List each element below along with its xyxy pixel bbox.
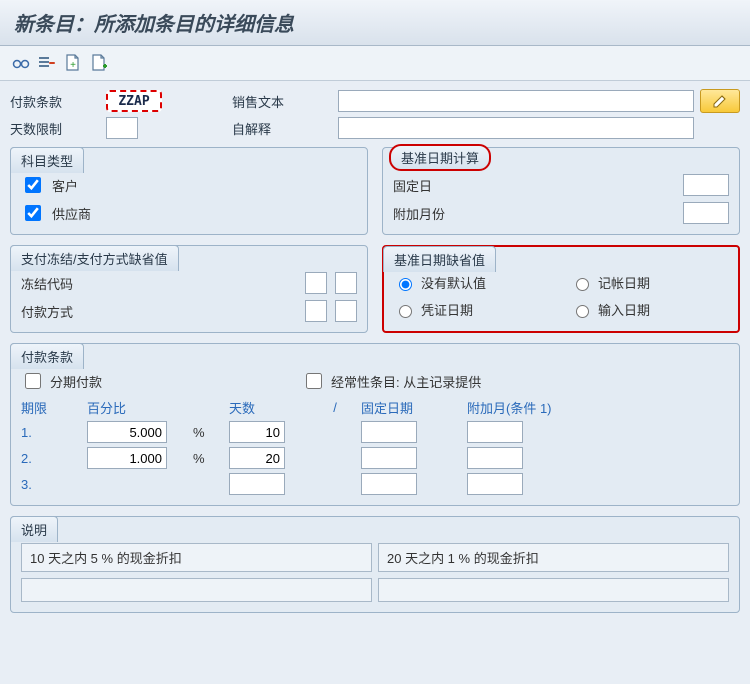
term-idx: 2. (21, 451, 81, 466)
installment-checkbox[interactable] (25, 373, 41, 389)
fixed-day-input[interactable] (683, 174, 729, 196)
days-input[interactable] (229, 473, 285, 495)
block-code-input2[interactable] (335, 272, 357, 294)
radio-doc-date-label: 凭证日期 (421, 300, 473, 319)
customer-checkbox[interactable] (25, 177, 41, 193)
days-limit-input[interactable] (106, 117, 138, 139)
payment-terms-title: 付款条款 (10, 343, 84, 369)
sales-text-label: 销售文本 (232, 92, 332, 111)
slash-label: / (315, 400, 355, 415)
term-row: 3. (21, 473, 729, 495)
radio-no-default[interactable]: 没有默认值 (394, 273, 551, 292)
baseline-calc-title: 基准日期计算 (389, 144, 491, 171)
recurring-label: 经常性条目: 从主记录提供 (331, 372, 481, 391)
page-title: 新条目：所添加条目的详细信息 (0, 0, 750, 46)
col-fixed-date: 固定日期 (361, 398, 461, 417)
vendor-label: 供应商 (52, 204, 91, 223)
block-code-input[interactable] (305, 272, 327, 294)
days-input[interactable] (229, 447, 285, 469)
desc-title: 说明 (10, 516, 58, 542)
baseline-default-title: 基准日期缺省值 (383, 246, 496, 272)
percent-input[interactable] (87, 447, 167, 469)
main-area: 付款条款 销售文本 天数限制 自解释 科目类型 客户 供应商 基准日期计算 (0, 81, 750, 633)
term-idx: 1. (21, 425, 81, 440)
add-month-input[interactable] (467, 473, 523, 495)
glasses-icon[interactable] (10, 52, 32, 74)
block-group: 支付冻结/支付方式缺省值 冻结代码 付款方式 (10, 245, 368, 333)
add-month-input[interactable] (467, 421, 523, 443)
installment-checkbox-wrap[interactable]: 分期付款 (21, 370, 102, 392)
payment-terms-label: 付款条款 (10, 92, 100, 111)
radio-posting-date-input[interactable] (576, 278, 589, 291)
account-type-group: 科目类型 客户 供应商 (10, 147, 368, 235)
days-input[interactable] (229, 421, 285, 443)
self-explain-input[interactable] (338, 117, 694, 139)
baseline-calc-group: 基准日期计算 固定日 附加月份 (382, 147, 740, 235)
col-period: 期限 (21, 398, 81, 417)
fixed-date-input[interactable] (361, 473, 417, 495)
block-title: 支付冻结/支付方式缺省值 (10, 245, 179, 271)
installment-label: 分期付款 (50, 372, 102, 391)
percent-unit: % (193, 451, 223, 466)
radio-no-default-label: 没有默认值 (421, 273, 486, 292)
desc-group: 说明 10 天之内 5 % 的现金折扣 20 天之内 1 % 的现金折扣 (10, 516, 740, 613)
radio-entry-date[interactable]: 输入日期 (571, 300, 728, 319)
doc-new-icon[interactable]: + (62, 52, 84, 74)
fixed-date-input[interactable] (361, 447, 417, 469)
baseline-default-group: 基准日期缺省值 没有默认值 记帐日期 凭证日期 输入日期 (382, 245, 740, 333)
radio-posting-date-label: 记帐日期 (598, 273, 650, 292)
doc-add-icon[interactable] (88, 52, 110, 74)
recurring-checkbox-wrap[interactable]: 经常性条目: 从主记录提供 (302, 370, 481, 392)
edit-text-button[interactable] (700, 89, 740, 113)
desc-cell-1: 10 天之内 5 % 的现金折扣 (21, 543, 372, 572)
payment-terms-group: 付款条款 分期付款 经常性条目: 从主记录提供 期限 百分比 天数 / 固定日期… (10, 343, 740, 506)
percent-unit: % (193, 425, 223, 440)
sales-text-input[interactable] (338, 90, 694, 112)
payment-method-label: 付款方式 (21, 302, 101, 321)
list-delete-icon[interactable] (36, 52, 58, 74)
desc-cell-3 (21, 578, 372, 602)
days-limit-label: 天数限制 (10, 119, 100, 138)
fixed-date-input[interactable] (361, 421, 417, 443)
desc-cell-2: 20 天之内 1 % 的现金折扣 (378, 543, 729, 572)
desc-cell-4 (378, 578, 729, 602)
vendor-checkbox[interactable] (25, 205, 41, 221)
radio-doc-date[interactable]: 凭证日期 (394, 300, 551, 319)
fixed-day-label: 固定日 (393, 176, 473, 195)
customer-label: 客户 (52, 176, 78, 195)
radio-entry-date-input[interactable] (576, 305, 589, 318)
radio-doc-date-input[interactable] (399, 305, 412, 318)
radio-posting-date[interactable]: 记帐日期 (571, 273, 728, 292)
add-month-input[interactable] (467, 447, 523, 469)
term-row: 2.% (21, 447, 729, 469)
account-type-title: 科目类型 (10, 147, 84, 173)
payment-terms-input[interactable] (106, 90, 162, 112)
percent-input[interactable] (87, 421, 167, 443)
svg-text:+: + (70, 60, 76, 71)
self-explain-label: 自解释 (232, 119, 332, 138)
payment-method-input2[interactable] (335, 300, 357, 322)
payment-method-input[interactable] (305, 300, 327, 322)
toolbar: + (0, 46, 750, 81)
term-idx: 3. (21, 477, 81, 492)
recurring-checkbox[interactable] (306, 373, 322, 389)
radio-no-default-input[interactable] (399, 278, 412, 291)
add-months-input[interactable] (683, 202, 729, 224)
add-months-label: 附加月份 (393, 204, 473, 223)
radio-entry-date-label: 输入日期 (598, 300, 650, 319)
col-add-month: 附加月(条件 1) (467, 398, 587, 417)
col-days: 天数 (229, 398, 309, 417)
col-percent: 百分比 (87, 398, 187, 417)
term-row: 1.% (21, 421, 729, 443)
block-code-label: 冻结代码 (21, 274, 101, 293)
